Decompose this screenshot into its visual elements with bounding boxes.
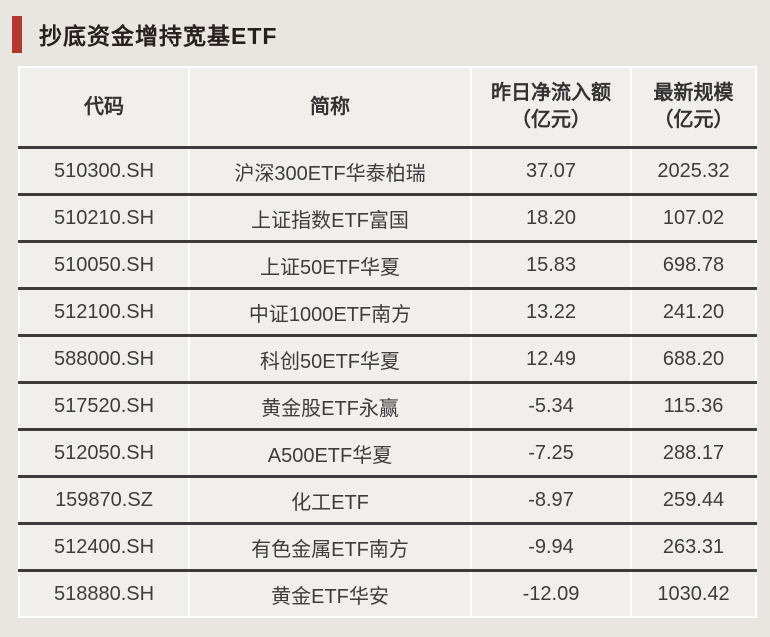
cell-code: 512050.SH (19, 428, 189, 477)
cell-name: A500ETF华夏 (188, 428, 471, 477)
header-name-label: 简称 (310, 95, 350, 118)
cell-net-inflow: -7.25 (470, 428, 631, 477)
cell-code: 510210.SH (19, 193, 189, 242)
cell-latest-scale: 698.78 (630, 240, 756, 289)
cell-latest-scale: 259.44 (630, 475, 756, 524)
cell-name: 沪深300ETF华泰柏瑞 (188, 146, 471, 195)
cell-latest-scale: 115.36 (630, 381, 756, 430)
table-row: 510210.SH 上证指数ETF富国 18.20 107.02 (19, 193, 756, 242)
header-code: 代码 (19, 67, 189, 148)
table-row: 512050.SH A500ETF华夏 -7.25 288.17 (19, 428, 756, 477)
cell-latest-scale: 688.20 (630, 334, 756, 383)
cell-latest-scale: 288.17 (630, 428, 756, 477)
cell-name: 上证指数ETF富国 (188, 193, 471, 242)
header-latest-scale-unit: （亿元） (653, 109, 734, 131)
cell-net-inflow: -8.97 (470, 475, 631, 524)
cell-net-inflow: -5.34 (470, 381, 631, 430)
cell-net-inflow: 37.07 (470, 146, 631, 195)
table-row: 517520.SH 黄金股ETF永赢 -5.34 115.36 (19, 381, 756, 430)
cell-latest-scale: 1030.42 (630, 569, 756, 617)
cell-code: 512400.SH (19, 522, 189, 571)
cell-name: 有色金属ETF南方 (188, 522, 471, 571)
cell-code: 510300.SH (19, 146, 189, 195)
cell-code: 510050.SH (19, 240, 189, 289)
cell-code: 512100.SH (19, 287, 189, 336)
cell-latest-scale: 107.02 (630, 193, 756, 242)
table-header-row: 代码 简称 昨日净流入额 （亿元） 最新规模 （亿元） (19, 67, 756, 148)
table-row: 518880.SH 黄金ETF华安 -12.09 1030.42 (19, 569, 756, 617)
cell-name: 上证50ETF华夏 (188, 240, 471, 289)
cell-name: 黄金ETF华安 (188, 569, 471, 617)
cell-net-inflow: -12.09 (470, 569, 631, 617)
cell-latest-scale: 2025.32 (630, 146, 756, 195)
cell-code: 518880.SH (19, 569, 189, 617)
page-title-bar: 抄底资金增持宽基ETF (0, 0, 770, 55)
cell-code: 588000.SH (19, 334, 189, 383)
cell-latest-scale: 241.20 (630, 287, 756, 336)
cell-net-inflow: 12.49 (470, 334, 631, 383)
header-net-inflow-label: 昨日净流入额 (491, 82, 611, 104)
cell-name: 黄金股ETF永赢 (188, 381, 471, 430)
cell-latest-scale: 263.31 (630, 522, 756, 571)
cell-name: 科创50ETF华夏 (188, 334, 471, 383)
cell-name: 化工ETF (188, 475, 471, 524)
cell-code: 159870.SZ (19, 475, 189, 524)
table-row: 512400.SH 有色金属ETF南方 -9.94 263.31 (19, 522, 756, 571)
cell-net-inflow: 13.22 (470, 287, 631, 336)
cell-net-inflow: -9.94 (470, 522, 631, 571)
etf-table: 代码 简称 昨日净流入额 （亿元） 最新规模 （亿元） 510300.SH 沪深… (18, 66, 757, 618)
header-name: 简称 (188, 67, 471, 148)
cell-net-inflow: 18.20 (470, 193, 631, 242)
page-title: 抄底资金增持宽基ETF (39, 23, 278, 49)
cell-name: 中证1000ETF南方 (188, 287, 471, 336)
cell-net-inflow: 15.83 (470, 240, 631, 289)
header-net-inflow-unit: （亿元） (511, 109, 591, 131)
header-code-label: 代码 (84, 95, 124, 118)
header-latest-scale-label: 最新规模 (653, 82, 734, 104)
header-net-inflow: 昨日净流入额 （亿元） (470, 67, 631, 148)
cell-code: 517520.SH (19, 381, 189, 430)
header-latest-scale: 最新规模 （亿元） (630, 67, 756, 148)
table-row: 159870.SZ 化工ETF -8.97 259.44 (19, 475, 756, 524)
table-row: 588000.SH 科创50ETF华夏 12.49 688.20 (19, 334, 756, 383)
table-row: 510300.SH 沪深300ETF华泰柏瑞 37.07 2025.32 (19, 146, 756, 195)
table-row: 510050.SH 上证50ETF华夏 15.83 698.78 (19, 240, 756, 289)
table-row: 512100.SH 中证1000ETF南方 13.22 241.20 (19, 287, 756, 336)
title-accent-bar (12, 15, 22, 53)
